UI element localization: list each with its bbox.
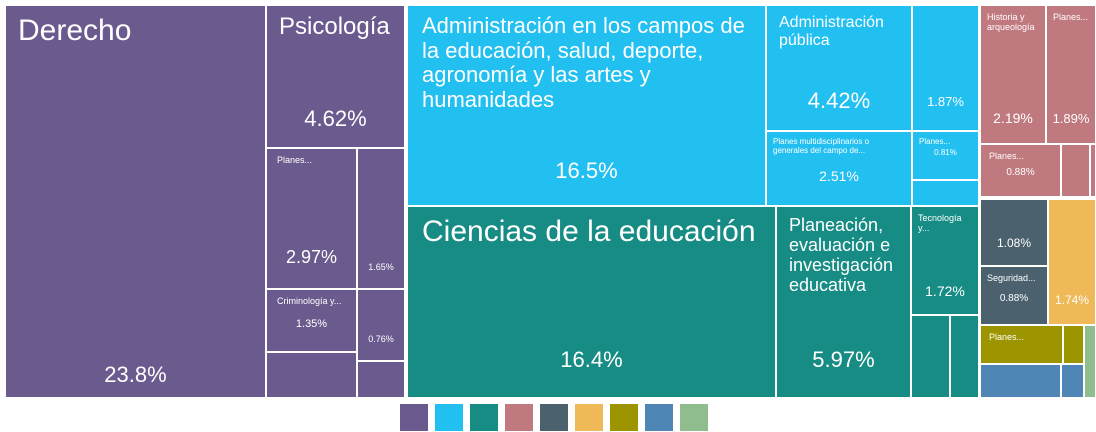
treemap-cell: 0.76% [357, 289, 405, 361]
treemap-cell: Administración en los campos de la educa… [407, 5, 766, 206]
treemap-cell: Historia y arqueología 2.19% [980, 5, 1046, 144]
cell-label: Seguridad... [987, 273, 1036, 283]
legend-swatch [470, 404, 498, 431]
legend-swatch [610, 404, 638, 431]
cell-value: 1.08% [996, 236, 1032, 250]
treemap-cell: Administración pública 4.42% [766, 5, 912, 131]
treemap-cell: 1.65% [357, 148, 405, 289]
cell-value: 1.74% [1054, 293, 1090, 307]
cell-value: 0.88% [999, 293, 1029, 304]
cell-value: 1.87% [927, 94, 964, 109]
cell-label: Planeación, evaluación e investigación e… [789, 215, 894, 296]
cell-value: 2.19% [993, 110, 1033, 126]
treemap-cell [357, 361, 405, 398]
treemap-cell: Seguridad... 0.88% [980, 266, 1048, 325]
cell-value: 16.5% [555, 158, 618, 183]
treemap-cell: Planes... 0.88% [980, 144, 1061, 197]
cell-value: 23.8% [104, 362, 167, 387]
cell-label: Historia y arqueología [987, 12, 1035, 33]
legend-swatch [435, 404, 463, 431]
treemap-cell [1061, 144, 1090, 197]
cell-label: Administración en los campos de la educa… [422, 13, 745, 112]
treemap-cell: 1.87% [912, 5, 979, 131]
treemap-cell: Tecnología y... 1.72% [911, 206, 979, 315]
cell-label: Derecho [18, 14, 132, 47]
cell-value: 0.76% [368, 334, 394, 344]
treemap-cell: Ciencias de la educación 16.4% [407, 206, 776, 398]
cell-label: Administración pública [779, 14, 884, 49]
cell-value: 16.4% [560, 347, 623, 372]
treemap-cell: Psicología 4.62% [266, 5, 405, 148]
cell-value: 2.97% [285, 247, 338, 267]
cell-value: 1.65% [368, 262, 394, 272]
legend-swatch [505, 404, 533, 431]
treemap-cell: 1.74% [1048, 199, 1096, 325]
cell-label: Ciencias de la educación [422, 215, 756, 248]
cell-value: 5.97% [812, 347, 875, 372]
treemap-cell: Criminología y... 1.35% [266, 289, 357, 352]
cell-value: 4.62% [304, 106, 367, 131]
treemap-cell [911, 315, 950, 398]
cell-label: Planes... [277, 155, 313, 165]
cell-label: Planes... [1053, 12, 1089, 22]
legend-swatch [645, 404, 673, 431]
treemap-cell: Planes multidisciplinarios o generales d… [766, 131, 912, 206]
cell-label: Planes... [989, 151, 1025, 161]
cell-value: 1.35% [295, 318, 328, 330]
cell-label: Planes... [919, 137, 951, 146]
legend-swatch [400, 404, 428, 431]
cell-label: Planes multidisciplinarios o generales d… [773, 137, 870, 155]
treemap-cell [980, 364, 1061, 398]
treemap-cell [1061, 364, 1084, 398]
legend-swatch [540, 404, 568, 431]
cell-label: Tecnología y... [918, 213, 962, 234]
treemap-cell [950, 315, 979, 398]
cell-value: 2.51% [819, 168, 859, 184]
treemap-cell: Derecho 23.8% [5, 5, 266, 398]
cell-value: 1.89% [1052, 111, 1090, 126]
cell-label: Planes... [989, 332, 1025, 342]
cell-value: 0.88% [1006, 167, 1035, 178]
treemap-cell: Planes... 0.81% [912, 131, 979, 180]
cell-value: 1.72% [925, 283, 965, 299]
treemap-cell: Planes... 2.97% [266, 148, 357, 289]
cell-label: Criminología y... [277, 296, 342, 306]
legend-swatch [680, 404, 708, 431]
treemap-cell: Planes... [980, 325, 1063, 364]
cell-label: Psicología [279, 13, 390, 40]
treemap-cell [912, 180, 979, 206]
treemap-cell: Planeación, evaluación e investigación e… [776, 206, 911, 398]
cell-value: 4.42% [807, 88, 871, 113]
treemap-cell [1084, 325, 1096, 398]
treemap-cell [1090, 144, 1096, 197]
treemap-cell: Planes... 1.89% [1046, 5, 1096, 144]
cell-value: 0.81% [934, 148, 957, 157]
treemap-cell [266, 352, 357, 398]
treemap-cell: 1.08% [980, 199, 1048, 266]
legend-swatch [575, 404, 603, 431]
treemap-cell [1063, 325, 1084, 364]
